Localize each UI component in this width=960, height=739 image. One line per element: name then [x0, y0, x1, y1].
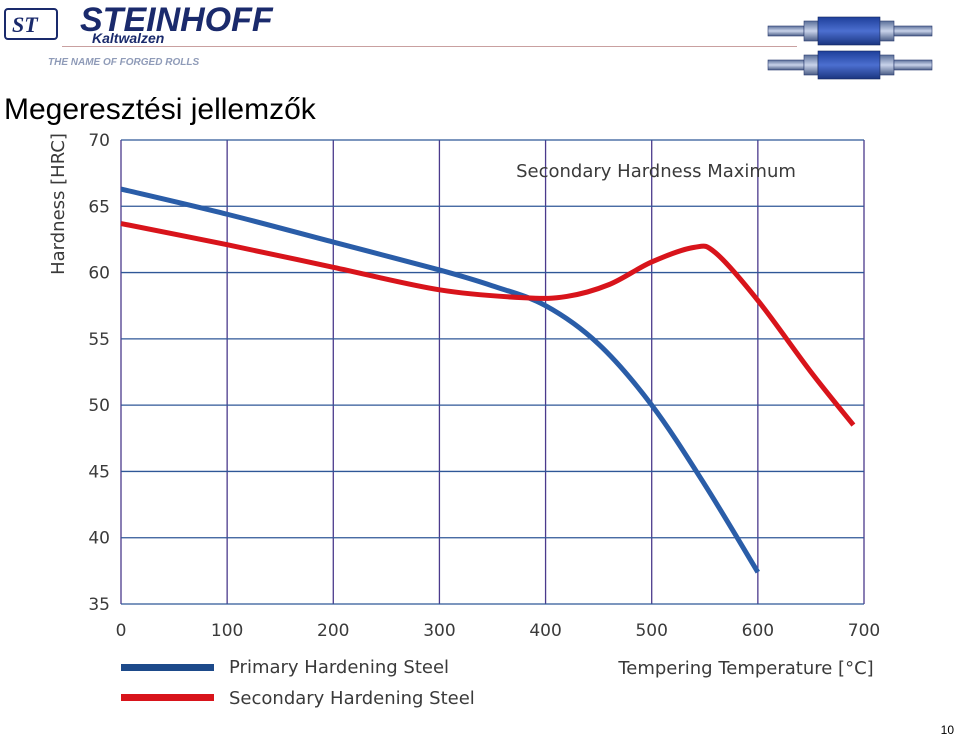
x-axis-label: Tempering Temperature [°C]	[617, 658, 873, 679]
st-monogram-icon: ST	[12, 12, 39, 37]
y-tick-labels: 70 65 60 55 50 45 40 35	[88, 131, 110, 615]
x-tick-label: 600	[742, 621, 774, 641]
vertical-gridlines	[120, 140, 865, 604]
y-tick-label: 65	[88, 197, 110, 217]
x-tick-label: 200	[317, 621, 349, 641]
header-divider	[62, 46, 797, 47]
brand-subtitle: Kaltwalzen	[92, 30, 165, 46]
y-tick-label: 40	[88, 529, 110, 549]
y-tick-label: 45	[88, 462, 110, 482]
page-title: Megeresztési jellemzők	[4, 93, 316, 126]
svg-text:ST: ST	[12, 12, 39, 37]
y-axis-label: Hardness [HRC]	[48, 133, 69, 275]
legend-label-secondary: Secondary Hardening Steel	[229, 688, 475, 709]
x-tick-label: 700	[848, 621, 880, 641]
page-number: 10	[940, 723, 954, 737]
legend-swatch-primary	[121, 664, 214, 671]
roll-top	[767, 16, 933, 46]
secondary-hardness-annotation: Secondary Hardness Maximum	[516, 161, 796, 182]
primary-hardening-line	[120, 186, 760, 574]
y-tick-label: 50	[88, 396, 110, 416]
legend: Primary Hardening Steel Secondary Harden…	[121, 657, 475, 709]
secondary-hardening-line	[120, 221, 856, 427]
y-tick-label: 55	[88, 330, 110, 350]
legend-swatch-secondary	[121, 694, 214, 701]
horizontal-gridlines	[121, 139, 864, 605]
y-tick-label: 70	[88, 131, 110, 151]
forged-rolls-image	[767, 16, 933, 80]
tagline: THE NAME OF FORGED ROLLS	[48, 57, 200, 68]
x-tick-label: 0	[116, 621, 127, 641]
x-tick-labels: 0 100 200 300 400 500 600 700	[116, 621, 881, 641]
x-tick-label: 300	[423, 621, 455, 641]
y-tick-label: 60	[88, 264, 110, 284]
series-lines	[120, 186, 856, 574]
x-tick-label: 400	[529, 621, 561, 641]
steinhoff-logo-mark: ST	[4, 8, 58, 40]
x-tick-label: 100	[211, 621, 243, 641]
x-tick-label: 500	[635, 621, 667, 641]
roll-bottom	[767, 50, 933, 80]
y-tick-label: 35	[88, 595, 110, 615]
legend-label-primary: Primary Hardening Steel	[229, 657, 449, 678]
brand-name: STEINHOFF	[80, 1, 273, 39]
